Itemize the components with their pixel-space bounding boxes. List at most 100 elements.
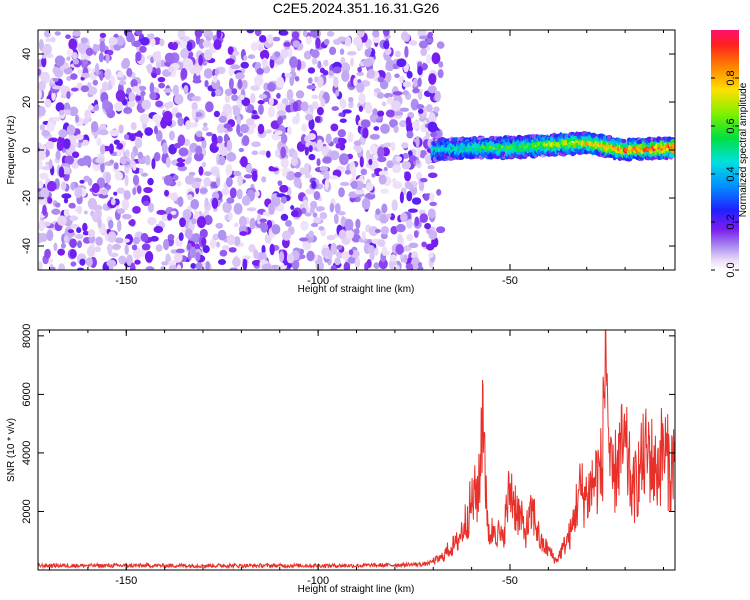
- heatmap-cell: [177, 134, 186, 147]
- heatmap-cell: [116, 187, 125, 194]
- heatmap-cell: [178, 147, 189, 157]
- heatmap-cell: [199, 187, 208, 194]
- heatmap-cell: [402, 81, 412, 88]
- colorbar-label: Normalized spectral amplitude: [738, 82, 749, 217]
- heatmap-cell: [44, 98, 52, 108]
- heatmap-cell: [322, 156, 332, 164]
- heatmap-cell: [269, 57, 275, 69]
- heatmap-cell: [385, 59, 395, 72]
- heatmap-cell: [183, 84, 189, 95]
- heatmap-cell: [333, 38, 342, 46]
- heatmap-cell: [245, 117, 255, 126]
- heatmap-cell: [243, 55, 248, 61]
- heatmap-cell: [165, 156, 171, 168]
- heatmap-cell: [172, 41, 178, 50]
- heatmap-cell: [57, 215, 67, 226]
- heatmap-cell: [430, 132, 438, 138]
- heatmap-cell: [246, 207, 257, 212]
- heatmap-cell: [339, 98, 347, 109]
- heatmap-cell: [208, 32, 214, 39]
- heatmap-cell: [85, 47, 94, 57]
- heatmap-cell: [427, 164, 435, 170]
- heatmap-cell: [55, 202, 61, 208]
- heatmap-cell: [411, 197, 422, 205]
- heatmap-cell: [137, 151, 144, 159]
- heatmap-cell: [233, 202, 243, 215]
- heatmap-cell: [53, 242, 58, 252]
- heatmap-cell: [359, 156, 364, 168]
- heatmap-cell: [307, 132, 317, 141]
- heatmap-cell: [116, 142, 124, 150]
- heatmap-cell: [75, 134, 84, 141]
- heatmap-cell: [77, 141, 82, 149]
- heatmap-cell: [228, 77, 234, 90]
- heatmap-cell: [293, 175, 302, 188]
- heatmap-cell: [118, 255, 127, 265]
- heatmap-cell: [401, 152, 410, 159]
- heatmap-cell: [83, 210, 88, 215]
- heatmap-cell: [224, 93, 231, 103]
- heatmap-cell: [82, 59, 89, 66]
- heatmap-cell: [238, 215, 247, 227]
- heatmap-cell: [331, 106, 340, 111]
- heatmap-cell: [429, 192, 435, 202]
- heatmap-cell: [226, 152, 237, 162]
- x-tick-label: -150: [115, 575, 137, 587]
- top-ticks: -150 -100 -50 -40 -20 0 20 40: [21, 30, 675, 287]
- heatmap-cell: [333, 76, 339, 88]
- heatmap-cell: [367, 244, 375, 253]
- heatmap-cell: [360, 168, 368, 176]
- heatmap-cell: [100, 162, 105, 173]
- heatmap-cell: [260, 222, 269, 233]
- heatmap-cell: [308, 230, 315, 238]
- heatmap-cell: [184, 228, 193, 239]
- heatmap-cell: [427, 31, 434, 38]
- heatmap-cell: [381, 101, 387, 107]
- heatmap-cell: [251, 170, 258, 182]
- heatmap-cell: [219, 146, 229, 157]
- heatmap-cell: [396, 58, 407, 68]
- heatmap-cell: [294, 171, 302, 178]
- heatmap-cell: [211, 197, 219, 210]
- heatmap-cell: [38, 80, 46, 91]
- heatmap-cell: [261, 263, 272, 270]
- heatmap-cell: [189, 246, 197, 259]
- heatmap-cell: [224, 88, 233, 96]
- heatmap-cell: [335, 89, 340, 97]
- heatmap-cell: [140, 232, 149, 242]
- heatmap-cell: [44, 248, 51, 260]
- heatmap-cell: [248, 244, 256, 253]
- heatmap-cell: [38, 105, 46, 117]
- heatmap-cell: [280, 157, 289, 169]
- heatmap-cell: [385, 109, 396, 118]
- heatmap-cell: [259, 49, 270, 61]
- heatmap-cell: [225, 109, 232, 114]
- heatmap-cell: [391, 100, 401, 112]
- heatmap-cell: [221, 110, 227, 116]
- heatmap-cell: [329, 202, 335, 213]
- heatmap-cell: [385, 213, 392, 218]
- heatmap-cell: [153, 151, 161, 162]
- heatmap-cell: [301, 207, 307, 214]
- heatmap-cell: [312, 212, 318, 218]
- heatmap-cell: [420, 47, 428, 57]
- heatmap-cell: [378, 174, 387, 185]
- heatmap-cell: [236, 123, 241, 136]
- heatmap-cell: [67, 229, 74, 234]
- heatmap-cell: [436, 41, 445, 49]
- heatmap-cell: [304, 113, 314, 121]
- heatmap-cell: [97, 217, 102, 229]
- heatmap-cell: [283, 41, 291, 47]
- heatmap-cell: [425, 131, 430, 140]
- heatmap-cell: [38, 159, 43, 170]
- heatmap-cell: [383, 166, 388, 172]
- heatmap-cell: [194, 112, 203, 118]
- heatmap-cell: [50, 36, 56, 43]
- heatmap-cell: [399, 107, 410, 112]
- heatmap-cell: [195, 66, 201, 77]
- heatmap-cell: [233, 236, 241, 246]
- heatmap-cell: [326, 234, 336, 241]
- heatmap-cell: [240, 156, 248, 168]
- x-tick-label: -100: [307, 275, 329, 287]
- heatmap-cell: [302, 30, 308, 37]
